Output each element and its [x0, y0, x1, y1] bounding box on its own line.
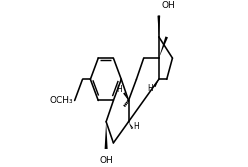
Text: H: H [117, 85, 123, 94]
Text: OCH₃: OCH₃ [49, 96, 73, 105]
Polygon shape [154, 79, 159, 87]
Polygon shape [123, 92, 128, 101]
Text: H: H [133, 122, 139, 131]
Text: OH: OH [99, 156, 113, 165]
Text: H: H [148, 84, 153, 93]
Polygon shape [157, 16, 160, 37]
Polygon shape [159, 36, 168, 58]
Text: OH: OH [161, 1, 175, 10]
Polygon shape [105, 122, 108, 149]
